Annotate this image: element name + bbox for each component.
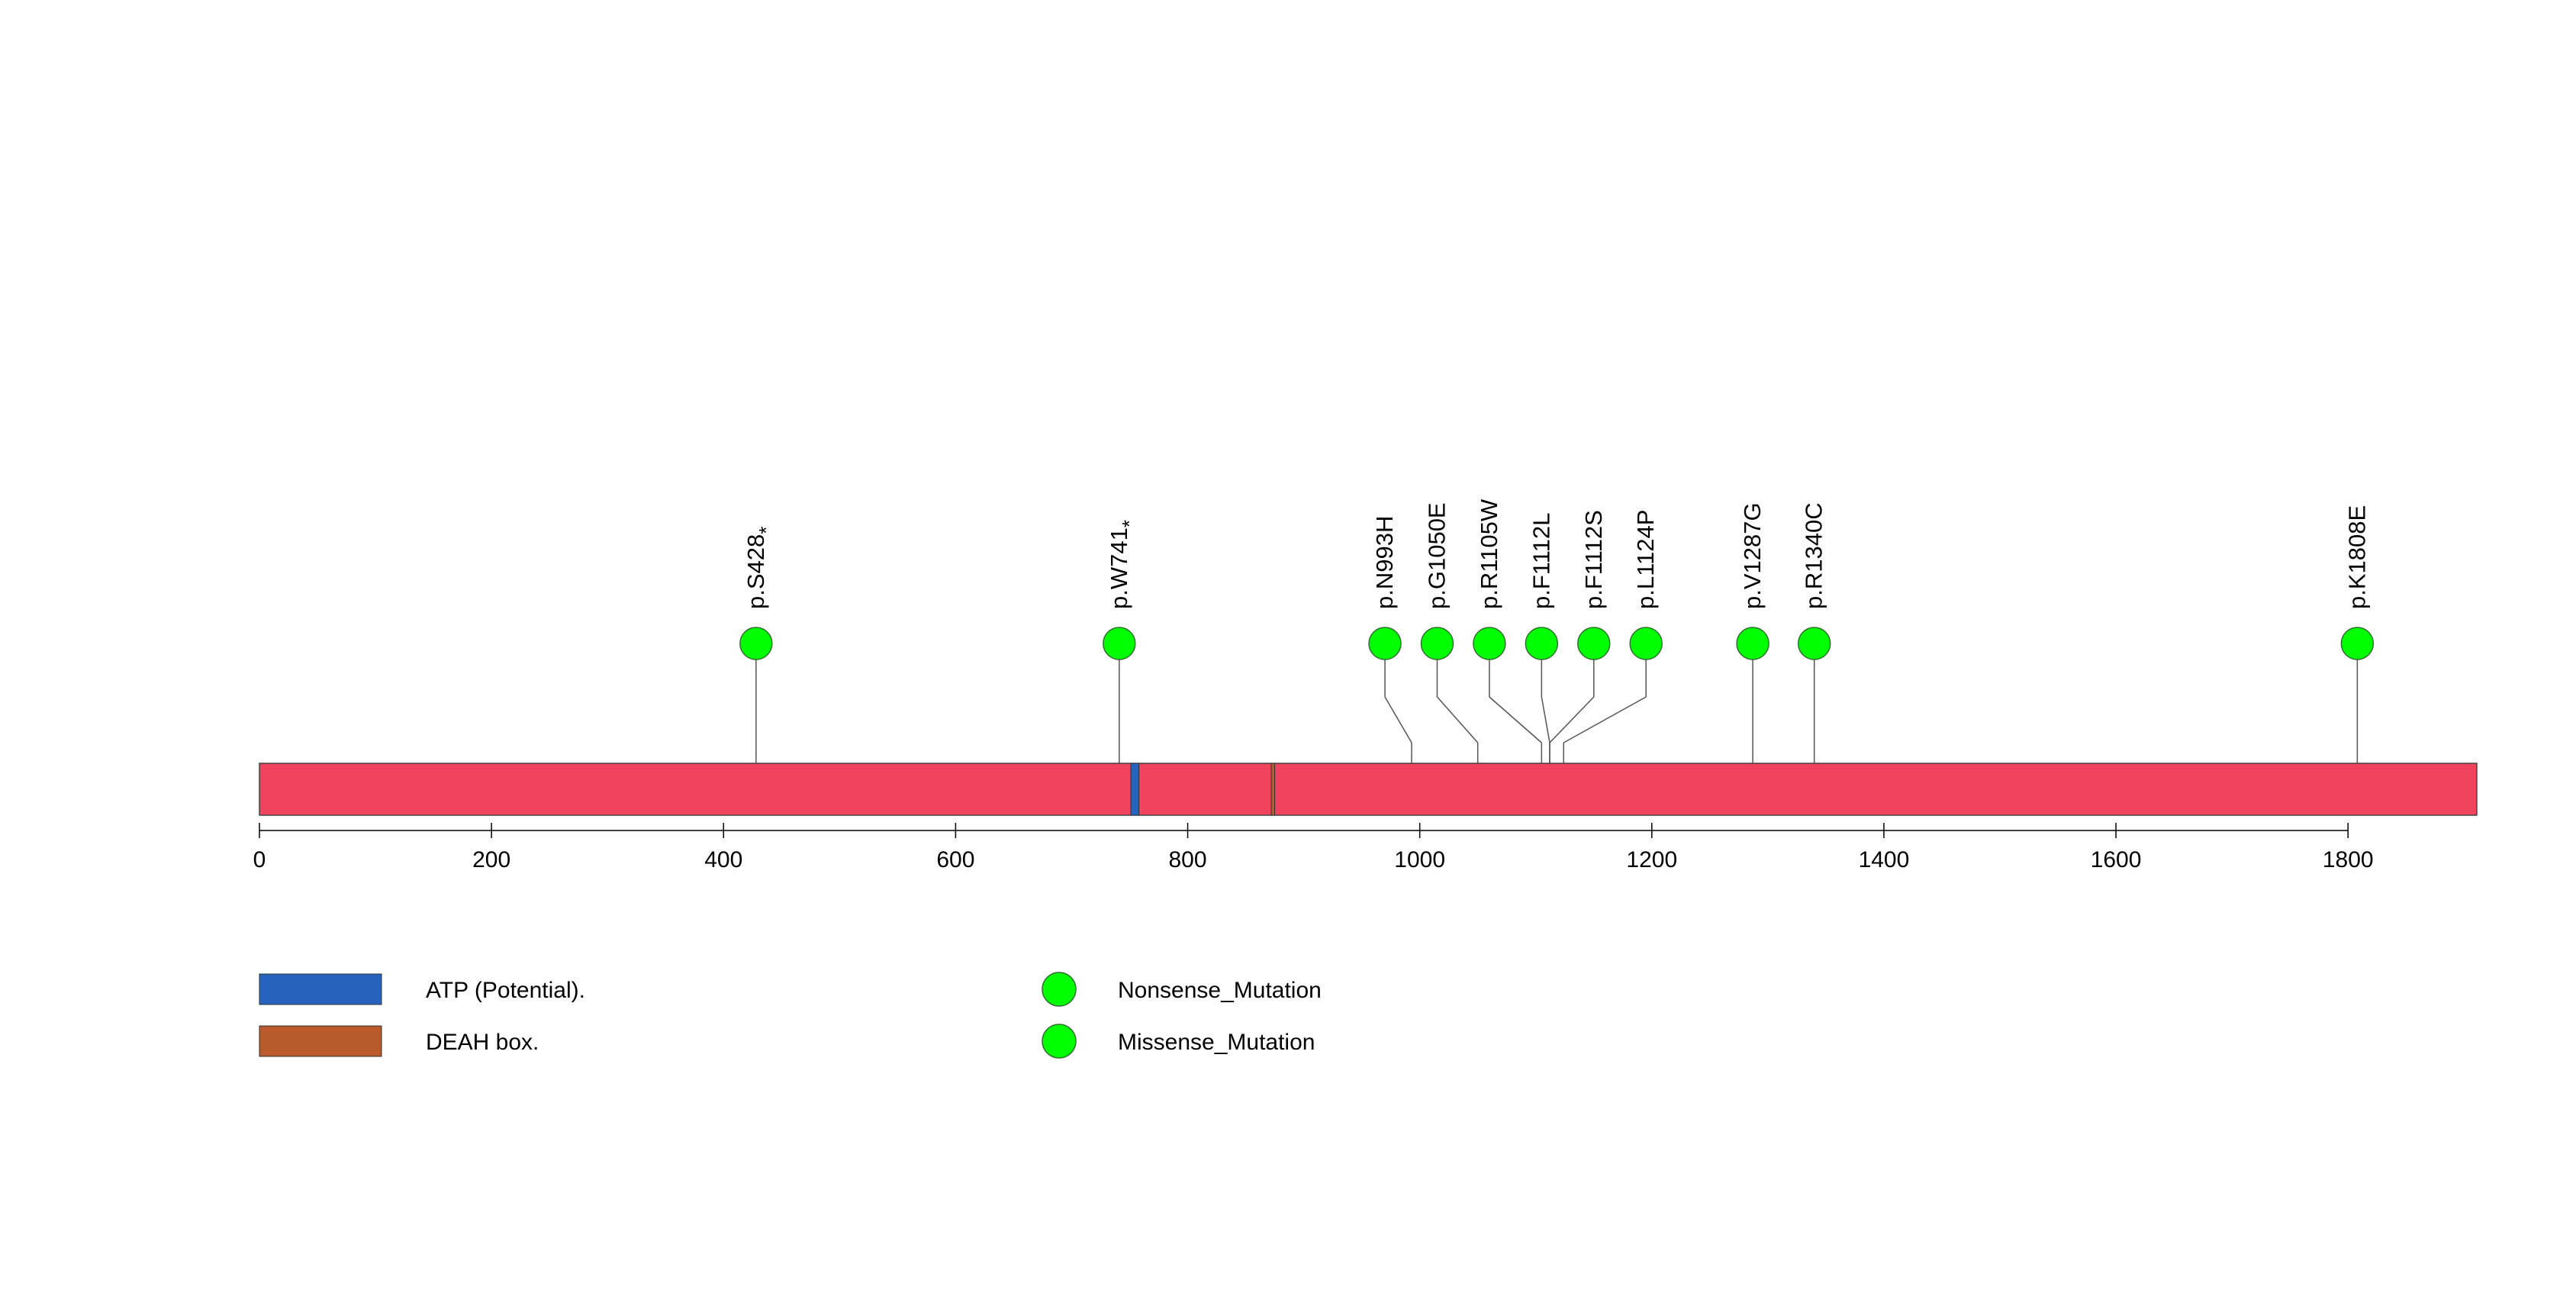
legend-marker-nonsense [1042,972,1077,1007]
mutation-head [2340,627,2375,660]
legend: ATP (Potential). DEAH box. Nonsense_Mutati… [259,972,1322,1059]
mutation-connector [1384,696,1412,743]
mutation-label: p.R1340C [1801,502,1827,609]
x-tick-label: 200 [472,847,510,872]
mutation-head [1577,627,1611,660]
x-tick-label: 1800 [2323,847,2374,872]
x-tick-label: 1200 [1626,847,1677,872]
protein-bar [259,763,2478,816]
mutation-label: p.L1124P [1632,510,1659,609]
mutation-head [1525,627,1559,660]
x-tick-label: 1000 [1394,847,1445,872]
mutation-label: p.W741* [1106,520,1141,609]
mutation-head [1797,627,1831,660]
mutation-head [1473,627,1506,660]
mutation-label: p.G1050E [1423,502,1450,609]
mutation-label: p.V1287G [1739,502,1766,609]
domain-deah-box [1270,763,1276,816]
mutation-label: p.K1808E [2343,505,2370,609]
protein-track [259,763,2478,816]
mutation-label: p.R1105W [1476,498,1502,609]
mutation-label: p.S428* [742,527,778,609]
legend-label: DEAH box. [426,1030,539,1055]
mutation-connector [1436,696,1479,743]
mutation-label: p.F1112L [1528,513,1554,609]
mutation-connector [1489,696,1542,743]
mutation-head [1736,627,1769,660]
mutation-label: p.N993H [1371,516,1398,609]
mutation-head [1368,627,1402,660]
x-tick-label: 400 [704,847,742,872]
mutation-head [739,627,773,660]
x-axis: 0 200 400 600 800 1000 1200 1400 1600 1800 [253,823,2374,872]
mutation-markers: p.S428* p.W741* p.N993H p.G1050E p.R1105W p.F… [739,498,2375,660]
legend-swatch-deah-box [259,1025,382,1057]
mutation-connector [1563,696,1647,743]
mutation-star: * [755,527,778,534]
mutation-label: p.F1112S [1580,510,1607,609]
domain-atp [1130,763,1140,816]
x-tick-label: 0 [253,847,266,872]
mutation-head [1629,627,1663,660]
legend-swatch-atp [259,973,382,1005]
legend-label: Missense_Mutation [1118,1030,1315,1055]
legend-marker-missense [1042,1024,1077,1059]
mutation-head [1103,627,1136,660]
mutation-head [1420,627,1454,660]
x-tick-label: 1600 [2091,847,2142,872]
x-tick-label: 800 [1169,847,1207,872]
mutation-connector [1541,696,1550,743]
x-tick-label: 600 [936,847,974,872]
mutation-connector [1549,696,1595,743]
x-tick-label: 1400 [1859,847,1910,872]
legend-label: ATP (Potential). [426,978,585,1003]
legend-label: Nonsense_Mutation [1118,978,1322,1003]
mutation-star: * [1118,520,1141,527]
